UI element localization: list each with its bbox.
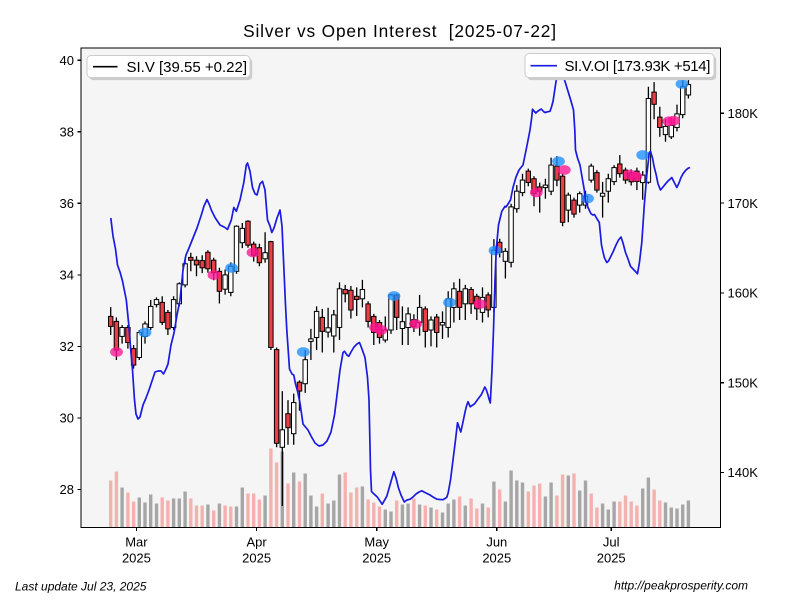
svg-text:2025: 2025	[122, 551, 151, 566]
svg-text:SI.V.OI [173.93K +514]: SI.V.OI [173.93K +514]	[565, 58, 711, 75]
svg-text:160K: 160K	[728, 286, 759, 301]
svg-text:2025: 2025	[482, 551, 511, 566]
svg-text:170K: 170K	[728, 196, 759, 211]
svg-text:Last update Jul 23, 2025: Last update Jul 23, 2025	[15, 580, 147, 594]
svg-text:180K: 180K	[728, 106, 759, 121]
svg-text:140K: 140K	[728, 465, 759, 480]
svg-text:2025: 2025	[597, 551, 626, 566]
svg-text:32: 32	[60, 339, 74, 354]
svg-text:Jun: Jun	[486, 535, 507, 550]
svg-text:May: May	[364, 535, 389, 550]
svg-text:http://peakprosperity.com: http://peakprosperity.com	[614, 579, 748, 593]
svg-text:2025: 2025	[362, 551, 391, 566]
svg-text:Silver vs Open Interest [2025: Silver vs Open Interest [2025-07-22]	[243, 21, 557, 41]
svg-text:Mar: Mar	[125, 535, 148, 550]
svg-text:Apr: Apr	[246, 535, 267, 550]
svg-text:36: 36	[60, 196, 74, 211]
svg-text:34: 34	[60, 268, 74, 283]
svg-text:38: 38	[60, 125, 74, 140]
svg-text:30: 30	[60, 411, 74, 426]
svg-text:150K: 150K	[728, 375, 759, 390]
svg-text:Jul: Jul	[603, 535, 620, 550]
svg-text:28: 28	[60, 482, 74, 497]
svg-text:2025: 2025	[242, 551, 271, 566]
svg-text:40: 40	[60, 53, 74, 68]
svg-text:SI.V [39.55 +0.22]: SI.V [39.55 +0.22]	[127, 59, 248, 76]
